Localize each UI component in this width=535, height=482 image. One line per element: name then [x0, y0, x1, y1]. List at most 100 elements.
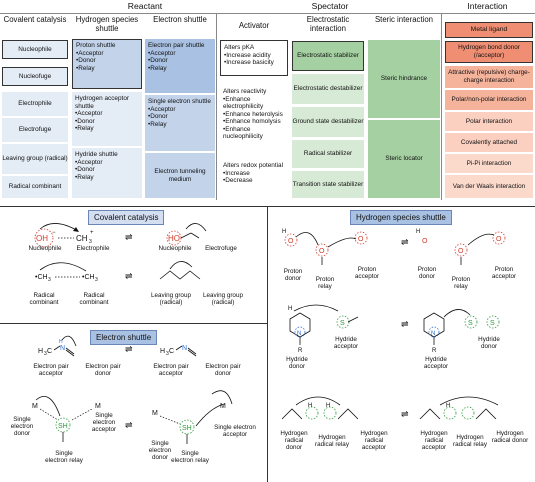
- alters-reactivity-item: Enhance homolysis: [223, 118, 287, 126]
- nitrogen-atom: N: [60, 345, 65, 352]
- svg-text:C: C: [47, 348, 52, 355]
- hydroxide-label: OH: [36, 234, 48, 243]
- svg-text:M: M: [220, 403, 226, 410]
- label-single-electron-donor-2: Single electron donor: [148, 440, 172, 462]
- hydride-shuttle-item: Acceptor: [75, 159, 139, 167]
- svg-text:O: O: [358, 236, 364, 243]
- single-electron-product: M SH M: [152, 390, 233, 444]
- equilibrium-arrow: ⇌: [125, 420, 133, 430]
- label-h-radical-acceptor-1: Hydrogen radical acceptor: [360, 430, 388, 452]
- svg-text:H: H: [160, 348, 165, 355]
- alters-reactivity-item: Enhance electrophilicity: [223, 96, 287, 111]
- label-proton-donor-2: Proton donor: [417, 266, 437, 281]
- electron-pair-item: Acceptor: [148, 50, 212, 58]
- svg-text:H: H: [38, 348, 43, 355]
- cell-hydrogen-acceptor-shuttle: Hydrogen acceptor shuttle Acceptor Donor…: [72, 92, 142, 146]
- header-reactant: Reactant: [127, 1, 163, 11]
- charge-minus: −: [52, 230, 56, 236]
- svg-text:H: H: [308, 403, 312, 409]
- svg-text:H: H: [326, 403, 330, 409]
- svg-text:O: O: [458, 248, 464, 255]
- hydride-reactant: N R H S: [288, 304, 359, 354]
- col-electrostatic: Electrostatic interaction: [306, 15, 350, 33]
- cell-proton-shuttle: Proton shuttle Acceptor Donor Relay: [72, 39, 142, 89]
- electron-pair-item: Donor: [148, 57, 212, 65]
- homolysis-arrow: [169, 261, 193, 270]
- cell-polar-interaction: Polar interaction: [445, 112, 533, 131]
- svg-text:⇌: ⇌: [401, 237, 409, 247]
- hydride-shuttle-item: Relay: [75, 174, 139, 182]
- svg-text:N: N: [431, 331, 435, 337]
- cell-polar-nonpolar: Polar/non-polar interaction: [445, 90, 533, 110]
- covalent-panel-title: Covalent catalysis: [88, 210, 165, 225]
- label-single-electron-acceptor-2: Single electron acceptor: [214, 424, 256, 439]
- cell-alters-pka: Alters pKA Increase acidity Increase bas…: [220, 40, 288, 76]
- alters-pka-title: Alters pKA: [224, 44, 255, 51]
- proton-product: O H O O: [416, 229, 506, 265]
- cell-hydride-shuttle: Hydride shuttle Acceptor Donor Relay: [72, 148, 142, 198]
- label-proton-acceptor-1: Proton acceptor: [354, 266, 380, 281]
- svg-text:⇌: ⇌: [401, 409, 409, 419]
- alters-pka-item: Increase basicity: [224, 59, 284, 67]
- svg-text:O: O: [288, 238, 294, 245]
- cell-ground-state-destabilizer: Ground state destabilizer: [292, 107, 364, 137]
- radical-ch3-2: •CH: [82, 274, 95, 281]
- cell-charge-charge: Attractive (repulsive) charge-charge int…: [445, 66, 533, 88]
- cell-radical-combinant: Radical combinant: [2, 176, 68, 198]
- proton-shuttle-item: Donor: [76, 57, 138, 65]
- alters-redox-item: Decrease: [223, 177, 287, 185]
- label-electron-pair-donor-2: Electron pair donor: [205, 363, 241, 378]
- imine-reactant: H 3 C N H: [38, 335, 77, 357]
- cell-electrostatic-destabilizer: Electrostatic destabilizer: [292, 74, 364, 104]
- label-electron-pair-acceptor-1: Electron pair acceptor: [33, 363, 69, 378]
- group-divider-1: [216, 13, 217, 200]
- label-electrofuge: Electrofuge: [205, 245, 237, 252]
- label-h-radical-donor-2: Hydrogen radical donor: [491, 430, 529, 445]
- label-nucleophile: Nucleophile: [28, 245, 62, 252]
- covalent-product-1: HO: [166, 223, 207, 246]
- methyl-label: CH: [76, 234, 88, 243]
- label-h-radical-relay-1: Hydrogen radical relay: [315, 434, 349, 449]
- single-electron-item: Relay: [148, 121, 212, 129]
- metal-acceptor: M: [95, 403, 101, 410]
- electron-diagram: H 3 C N H ⇌ H 3 C N M SH M ⇌ M SH M: [32, 335, 233, 444]
- label-hydride-acceptor-1: Hydride acceptor: [333, 336, 359, 351]
- single-electron-item: Acceptor: [148, 106, 212, 114]
- cell-pi-pi: Pi-Pi interaction: [445, 154, 533, 173]
- electron-arrow: [39, 223, 79, 232]
- header-spectator: Spectator: [311, 1, 349, 11]
- label-h-radical-donor-1: Hydrogen radical donor: [280, 430, 308, 452]
- cell-alters-reactivity: Alters reactivity Enhance electrophilici…: [220, 86, 290, 152]
- group-divider-2: [441, 13, 442, 200]
- single-electron-title: Single electron shuttle: [148, 98, 211, 105]
- label-electrophile: Electrophile: [76, 245, 110, 252]
- label-proton-relay-1: Proton relay: [315, 276, 335, 291]
- cell-steric-hindrance: Steric hindrance: [368, 40, 440, 118]
- imine-product: H 3 C N: [160, 345, 197, 357]
- sulfur-sh: SH: [58, 423, 68, 430]
- svg-text:3: 3: [95, 277, 98, 283]
- electron-pair-title: Electron pair shuttle: [148, 42, 205, 49]
- col-electron: Electron shuttle: [153, 15, 207, 24]
- svg-text:3: 3: [44, 351, 47, 357]
- equilibrium-arrow: ⇌: [125, 232, 133, 242]
- label-radical-combinant-1: Radical combinant: [29, 292, 59, 307]
- label-leaving-group-1: Leaving group (radical): [151, 292, 191, 307]
- hydrogen-acceptor-item: Acceptor: [75, 110, 139, 118]
- panel-frame-mid-vertical: [267, 206, 268, 482]
- equilibrium-arrow: ⇌: [125, 344, 133, 354]
- cell-electrostatic-stabilizer: Electrostatic stabilizer: [292, 41, 364, 71]
- hydride-product: N R S S: [423, 309, 500, 354]
- electron-panel-title: Electron shuttle: [90, 330, 158, 345]
- svg-text:H: H: [416, 229, 420, 235]
- alters-redox-item: Increase: [223, 170, 287, 178]
- svg-text:S: S: [490, 320, 495, 327]
- sulfur-sh: SH: [182, 425, 192, 432]
- oxygen-lone-pair-ring: [34, 228, 54, 248]
- cell-radical-stabilizer: Radical stabilizer: [292, 140, 364, 168]
- label-single-electron-acceptor-1: Single electron acceptor: [91, 412, 117, 434]
- svg-text:⇌: ⇌: [401, 319, 409, 329]
- alters-pka-item: Increase acidity: [224, 52, 284, 60]
- svg-text:3: 3: [166, 351, 169, 357]
- label-h-radical-relay-2: Hydrogen radical relay: [453, 434, 487, 449]
